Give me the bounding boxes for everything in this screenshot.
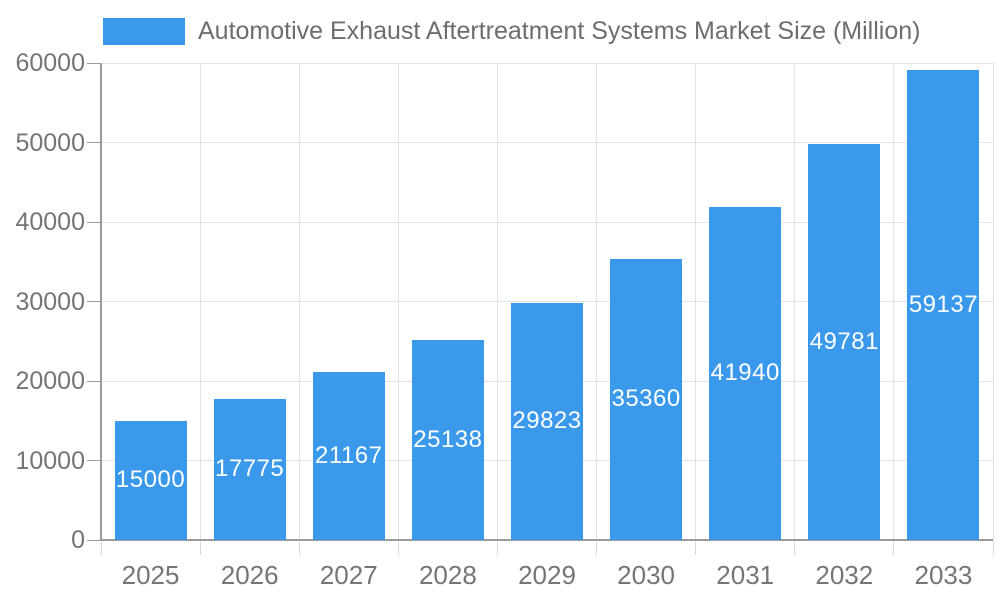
x-axis-tick xyxy=(100,540,102,555)
x-axis-tick xyxy=(794,540,796,555)
bar-2025[interactable]: 15000 xyxy=(114,420,187,540)
x-axis-tick xyxy=(596,540,598,555)
bar-value-label: 25138 xyxy=(413,426,483,454)
x-tick-label: 2029 xyxy=(518,560,576,590)
x-gridline xyxy=(397,63,399,540)
bar-2029[interactable]: 29823 xyxy=(511,302,583,540)
x-axis-tick xyxy=(496,540,498,555)
x-axis-tick xyxy=(695,540,697,555)
x-axis-tick xyxy=(992,540,994,555)
y-axis-tick xyxy=(87,301,101,302)
y-tick-label: 60000 xyxy=(15,49,85,77)
legend-label: Automotive Exhaust Aftertreatment System… xyxy=(198,17,921,45)
bar-value-label: 29823 xyxy=(512,407,582,435)
y-axis-tick xyxy=(87,539,101,541)
y-tick-label: 0 xyxy=(71,526,85,554)
y-tick-label: 50000 xyxy=(15,128,85,157)
bar-2031[interactable]: 41940 xyxy=(709,206,782,540)
bar-2026[interactable]: 17775 xyxy=(213,398,286,540)
bar-2030[interactable]: 35360 xyxy=(610,258,683,540)
x-tick-label: 2027 xyxy=(319,560,378,590)
x-gridline xyxy=(496,63,498,540)
x-tick-label: 2030 xyxy=(617,560,676,590)
bar-2028[interactable]: 25138 xyxy=(411,340,484,540)
x-tick-label: 2025 xyxy=(121,560,180,590)
x-axis-tick xyxy=(893,540,895,555)
bar-value-label: 41940 xyxy=(710,359,780,387)
y-tick-label: 20000 xyxy=(15,367,85,395)
bar-value-label: 49781 xyxy=(809,328,879,356)
y-tick-label: 30000 xyxy=(15,287,85,316)
x-gridline xyxy=(695,63,697,540)
bar-value-label: 59137 xyxy=(908,290,979,318)
x-gridline xyxy=(596,63,598,540)
bar-value-label: 35360 xyxy=(611,385,681,413)
x-axis-tick xyxy=(298,540,300,555)
bar-2033[interactable]: 59137 xyxy=(907,69,980,540)
y-tick-label: 10000 xyxy=(15,446,85,475)
y-axis-line xyxy=(100,63,102,541)
x-tick-label: 2026 xyxy=(220,560,279,590)
legend-color-swatch xyxy=(103,18,185,45)
y-gridline xyxy=(101,142,993,143)
x-gridline xyxy=(893,63,895,540)
x-gridline xyxy=(794,63,796,540)
x-gridline xyxy=(199,63,201,540)
x-gridline xyxy=(298,63,300,540)
y-tick-label: 40000 xyxy=(15,208,85,236)
x-tick-label: 2033 xyxy=(914,560,973,590)
y-axis-tick xyxy=(87,460,101,461)
x-axis-tick xyxy=(397,540,399,555)
x-axis-line xyxy=(101,539,993,541)
x-tick-label: 2028 xyxy=(418,560,477,590)
x-tick-label: 2032 xyxy=(815,560,874,590)
bar-value-label: 15000 xyxy=(115,466,186,494)
y-gridline xyxy=(101,301,993,302)
bar-2032[interactable]: 49781 xyxy=(808,144,881,540)
y-gridline xyxy=(101,221,993,223)
x-gridline xyxy=(992,63,994,540)
chart-legend[interactable]: Automotive Exhaust Aftertreatment System… xyxy=(103,18,920,45)
bar-value-label: 21167 xyxy=(315,441,383,469)
y-axis-tick xyxy=(87,142,101,143)
y-gridline xyxy=(101,62,993,64)
x-axis-tick xyxy=(199,540,201,555)
y-axis-tick xyxy=(87,221,101,223)
bar-value-label: 17775 xyxy=(215,455,285,483)
x-tick-label: 2031 xyxy=(716,560,775,590)
y-axis-tick xyxy=(87,380,101,382)
bar-2027[interactable]: 21167 xyxy=(312,371,385,540)
y-axis-tick xyxy=(87,62,101,64)
